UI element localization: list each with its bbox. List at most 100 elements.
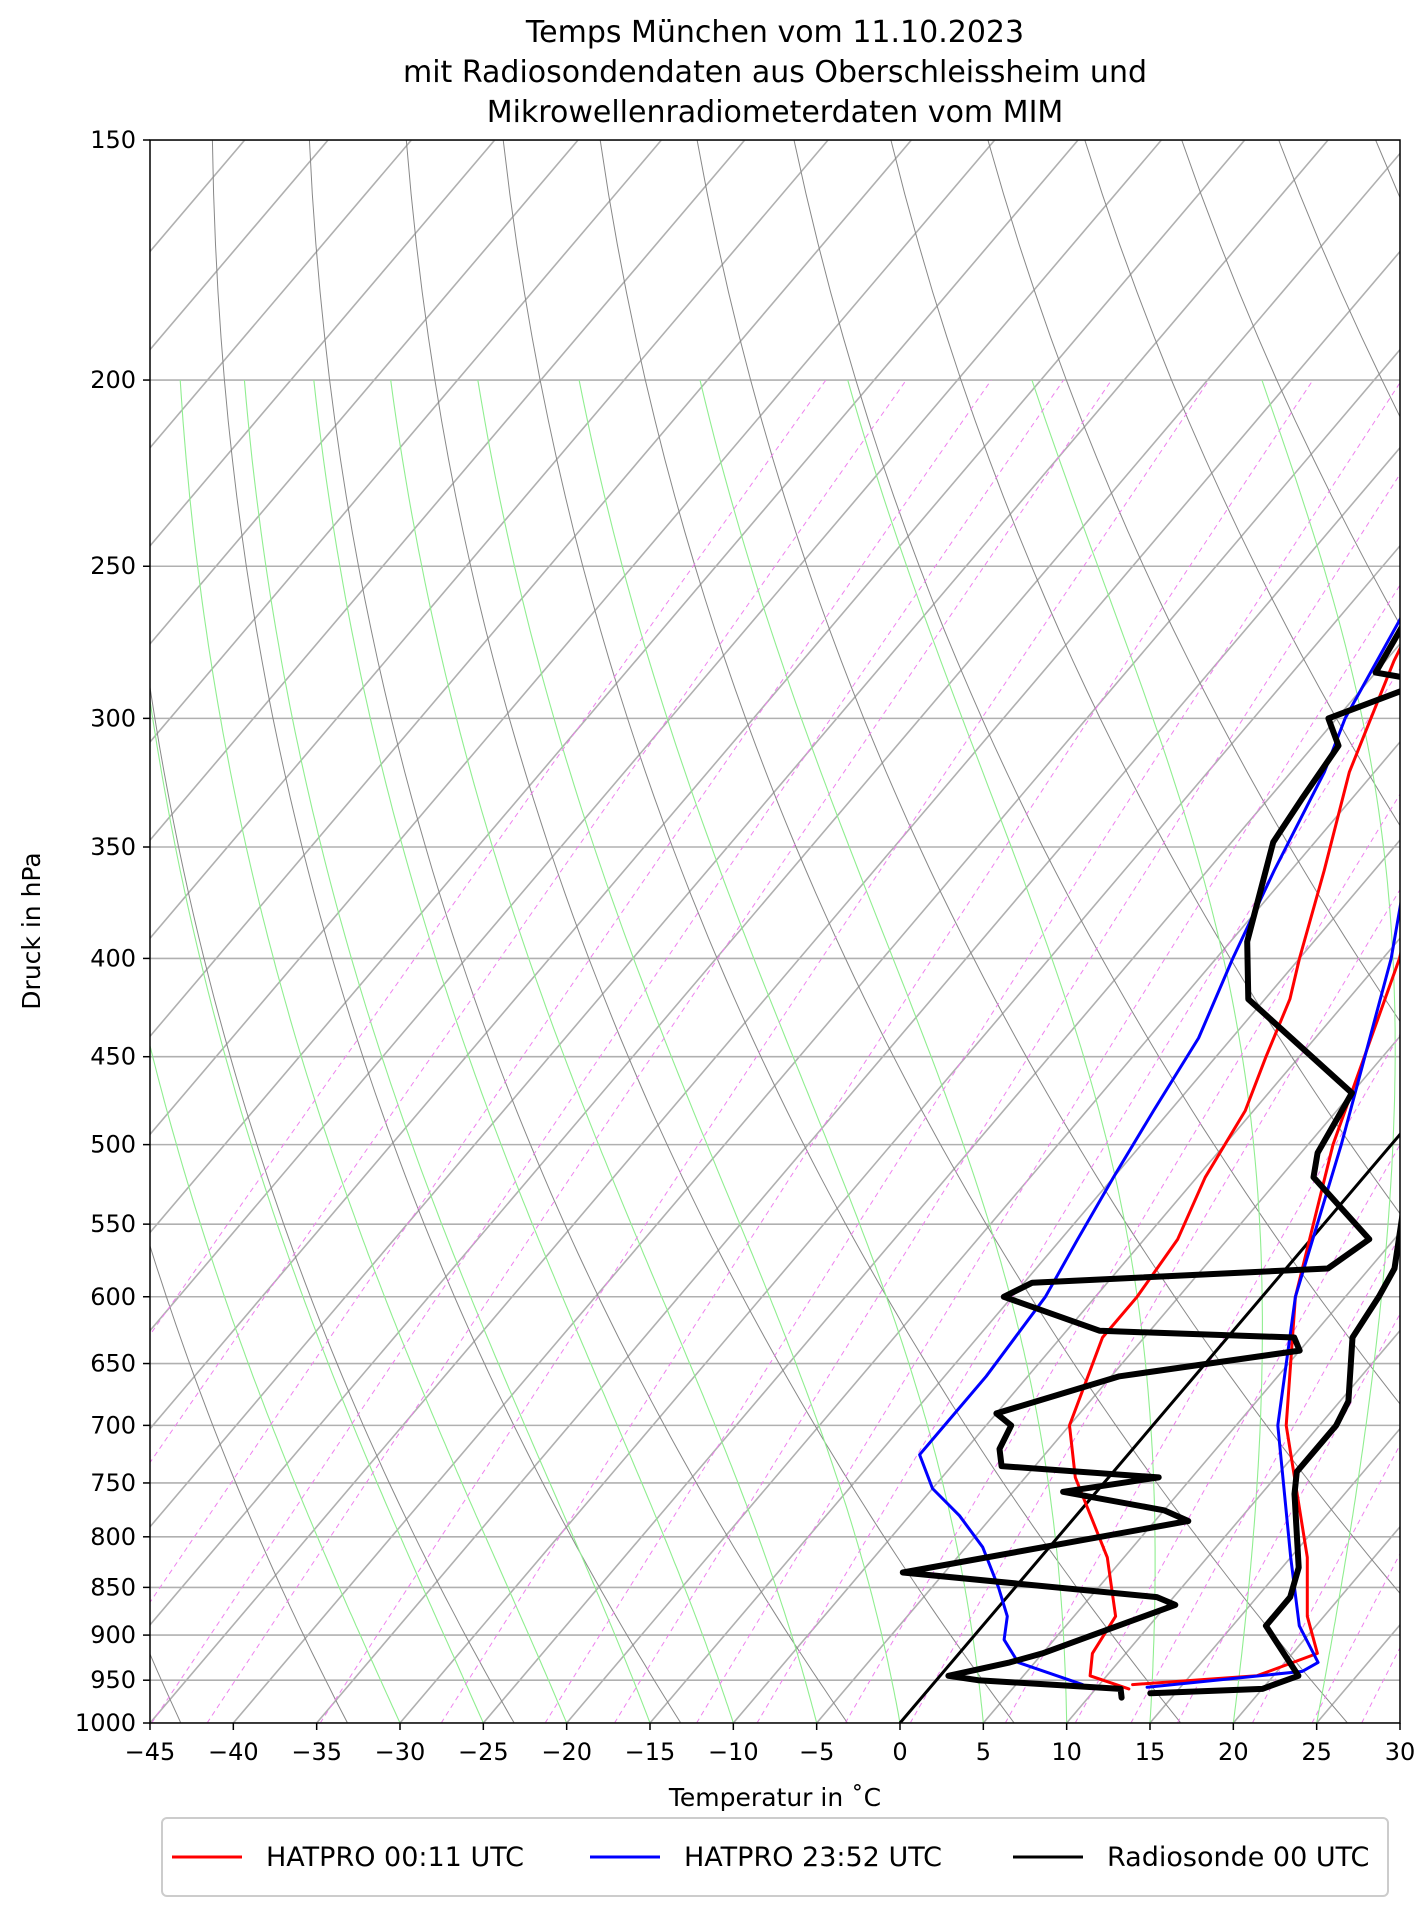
y-tick-label: 150 [90, 126, 136, 154]
legend-item: HATPRO 23:52 UTC [590, 1842, 942, 1873]
y-tick-label: 250 [90, 552, 136, 580]
moist-adiabat [313, 379, 734, 1723]
dry-adiabat [696, 140, 1400, 1595]
mixing-ratio-line [319, 379, 1210, 1723]
y-tick-label: 850 [90, 1573, 136, 1601]
x-tick-label: −45 [125, 1738, 176, 1766]
profile-dewpoint [1068, 645, 1400, 1691]
x-tick-label: 25 [1301, 1738, 1332, 1766]
x-tick-label: −15 [625, 1738, 676, 1766]
legend-label: HATPRO 00:11 UTC [266, 1842, 524, 1873]
y-tick-label: 750 [90, 1469, 136, 1497]
isotherm-gridline [982, 1231, 1400, 1723]
x-tick-label: 5 [976, 1738, 991, 1766]
y-tick-labels: 150 200 250 300 350 400 450 500 550 600 650 700 750 8… [75, 126, 150, 1737]
isotherm-gridline [732, 936, 1400, 1723]
isotherm-gridline [482, 642, 1400, 1723]
moist-adiabat [150, 1043, 401, 1723]
y-tick-label: 350 [90, 833, 136, 861]
isotherm-gridline [150, 140, 413, 449]
y-axis-label: Druck in hPa [17, 852, 46, 1009]
data-profiles [899, 616, 1400, 1701]
y-tick-label: 1000 [75, 1709, 136, 1737]
mixing-ratio-line [150, 379, 827, 1336]
dry-adiabat [150, 683, 515, 1723]
dry-adiabat [405, 140, 1015, 1723]
y-tick-label: 600 [90, 1283, 136, 1311]
x-tick-label: 15 [1135, 1738, 1166, 1766]
mixing-ratio-line [440, 379, 1314, 1723]
dry-adiabat [599, 140, 1348, 1723]
title-line-3: Mikrowellenradiometerdaten vom MIM [487, 95, 1064, 130]
moist-adiabat [243, 379, 651, 1723]
x-tick-label: 20 [1218, 1738, 1249, 1766]
mixing-ratio-line [1074, 1143, 1400, 1723]
dry-adiabat [1084, 140, 1400, 827]
y-tick-label: 300 [90, 704, 136, 732]
x-axis-label: Temperatur in ˚C [668, 1783, 881, 1812]
x-tick-label: −20 [541, 1738, 592, 1766]
x-tick-label: 10 [1051, 1738, 1082, 1766]
x-tick-label: −5 [799, 1738, 834, 1766]
profile-temperature [1145, 898, 1400, 1689]
y-tick-label: 500 [90, 1131, 136, 1159]
isotherm-gridline [150, 140, 1329, 1529]
x-tick-label: −25 [458, 1738, 509, 1766]
x-tick-label: −40 [208, 1738, 259, 1766]
moist-adiabat [578, 379, 984, 1723]
mixing-ratio-line [614, 473, 1400, 1723]
isotherm-gridline [399, 544, 1400, 1723]
isotherm-gridline [150, 140, 1246, 1430]
mixing-ratio-line [756, 667, 1400, 1723]
dry-adiabat [308, 140, 848, 1723]
moist-adiabat [150, 696, 484, 1723]
dry-adiabat [150, 1244, 348, 1723]
moist-adiabat [179, 379, 568, 1723]
y-tick-label: 800 [90, 1523, 136, 1551]
mixing-ratio-line [1251, 1443, 1400, 1723]
y-tick-label: 900 [90, 1621, 136, 1649]
x-tick-label: 0 [892, 1738, 907, 1766]
title-line-2: mit Radiosondendaten aus Oberschleisshei… [403, 55, 1147, 90]
isotherm-gridline [150, 152, 1400, 1627]
isotherm-gridline [649, 838, 1400, 1723]
mixing-ratio-line [1176, 1313, 1400, 1723]
isotherm-gridline [566, 740, 1400, 1723]
isotherm-gridline [316, 446, 1400, 1723]
dry-adiabat [890, 140, 1400, 1215]
y-tick-label: 950 [90, 1666, 136, 1694]
isotherm-gridline [1149, 1427, 1400, 1723]
mixing-ratio-line [1130, 1234, 1400, 1723]
mixing-ratio-line [696, 584, 1400, 1723]
profile-dewpoint [899, 624, 1400, 1701]
y-tick-label: 550 [90, 1210, 136, 1238]
y-tick-label: 200 [90, 366, 136, 394]
profile-temperature [1131, 949, 1400, 1687]
isotherm-gridline [150, 140, 996, 1136]
y-tick-label: 400 [90, 944, 136, 972]
legend-label: Radiosonde 00 UTC [1107, 1842, 1369, 1873]
mixing-ratio-line [150, 379, 907, 1464]
x-tick-label: −10 [708, 1738, 759, 1766]
isotherm-gridline [150, 140, 496, 548]
moist-adiabat [477, 379, 901, 1723]
isotherm-gridline [150, 140, 1163, 1332]
x-tick-labels: −45 −40 −35 −30 −25 −20 −15 −10 −5 0 5 10 15 20 25 30 [125, 1723, 1416, 1766]
profile-dewpoint [918, 616, 1400, 1687]
zero-isotherm [898, 1132, 1400, 1723]
y-tick-label: 450 [90, 1043, 136, 1071]
y-tick-label: 700 [90, 1411, 136, 1439]
moist-adiabat [390, 379, 818, 1723]
mixing-ratio-line [844, 793, 1400, 1723]
isotherm-gridline [816, 1035, 1400, 1723]
chart-title: Temps München vom 11.10.2023 mit Radioso… [403, 15, 1147, 130]
y-tick-label: 650 [90, 1350, 136, 1378]
plot-frame [149, 139, 1401, 1724]
x-tick-label: −30 [375, 1738, 426, 1766]
isotherm-gridline [150, 140, 913, 1038]
mixing-ratio-line [151, 379, 1065, 1723]
x-tick-label: 30 [1385, 1738, 1416, 1766]
mixing-ratio-line [1004, 1033, 1400, 1723]
